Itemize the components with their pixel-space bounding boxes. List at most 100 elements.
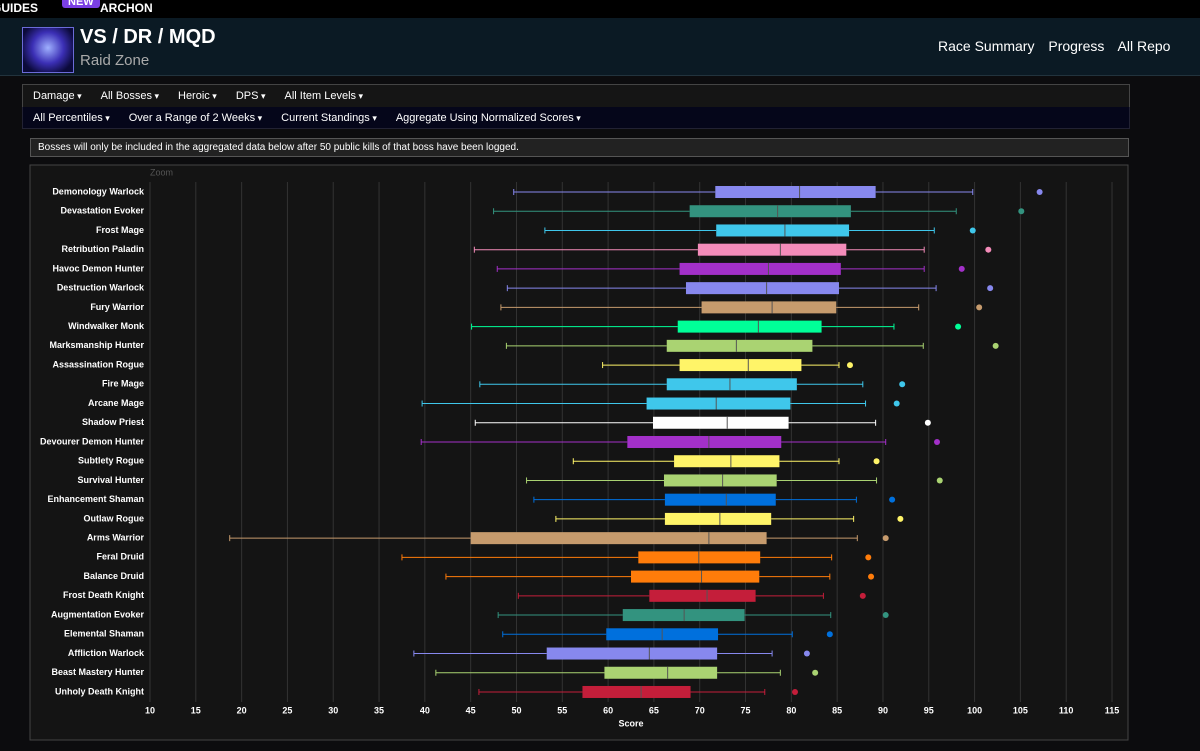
box bbox=[674, 455, 780, 468]
x-tick-label: 35 bbox=[374, 705, 384, 715]
box bbox=[631, 570, 760, 583]
box bbox=[604, 666, 718, 679]
x-tick-label: 110 bbox=[1059, 705, 1074, 715]
filter-row: All Percentiles Over a Range of 2 Weeks … bbox=[22, 107, 1130, 129]
outlier bbox=[899, 381, 906, 388]
box bbox=[666, 339, 813, 352]
category-label: Feral Druid bbox=[96, 552, 144, 562]
category-label: Demonology Warlock bbox=[52, 186, 145, 196]
category-label: Frost Death Knight bbox=[63, 590, 144, 600]
outlier bbox=[934, 438, 941, 445]
x-tick-label: 80 bbox=[786, 705, 796, 715]
outlier bbox=[897, 515, 904, 522]
zone-title: VS / DR / MQD bbox=[80, 26, 216, 48]
outlier bbox=[936, 477, 943, 484]
x-tick-label: 70 bbox=[695, 705, 705, 715]
zone-icon bbox=[22, 27, 74, 73]
category-label: Devourer Demon Hunter bbox=[40, 436, 145, 446]
filter[interactable]: All Percentiles bbox=[33, 112, 110, 124]
x-tick-label: 100 bbox=[967, 705, 982, 715]
category-label: Retribution Paladin bbox=[61, 244, 144, 254]
category-label: Frost Mage bbox=[96, 225, 144, 235]
box bbox=[663, 474, 777, 487]
outlier bbox=[868, 573, 875, 580]
outlier bbox=[792, 688, 799, 695]
filter[interactable]: Aggregate Using Normalized Scores bbox=[396, 112, 581, 124]
outlier bbox=[969, 227, 976, 234]
outlier bbox=[976, 304, 983, 311]
filter[interactable]: Heroic bbox=[178, 90, 217, 102]
category-label: Devastation Evoker bbox=[60, 206, 144, 216]
box bbox=[677, 320, 822, 333]
x-axis-label: Score bbox=[618, 718, 643, 728]
x-tick-label: 20 bbox=[237, 705, 247, 715]
x-tick-label: 10 bbox=[145, 705, 155, 715]
header-links: Race Summary Progress All Repo bbox=[938, 38, 1180, 54]
zoom-label: Zoom bbox=[150, 167, 173, 177]
box bbox=[685, 282, 839, 295]
x-tick-label: 60 bbox=[603, 705, 613, 715]
x-tick-label: 25 bbox=[282, 705, 292, 715]
race-summary-link[interactable]: Race Summary bbox=[938, 38, 1035, 54]
zone-subtitle: Raid Zone bbox=[80, 52, 150, 69]
outlier bbox=[889, 496, 896, 503]
category-label: Destruction Warlock bbox=[57, 283, 145, 293]
all-reports-link[interactable]: All Repo bbox=[1117, 38, 1171, 54]
x-tick-label: 40 bbox=[420, 705, 430, 715]
outlier bbox=[924, 419, 931, 426]
box bbox=[664, 512, 772, 525]
nav-guides[interactable]: GUIDES bbox=[0, 1, 39, 15]
new-badge: NEW bbox=[62, 0, 100, 8]
category-label: Fury Warrior bbox=[90, 302, 144, 312]
box bbox=[716, 224, 850, 237]
category-label: Outlaw Rogue bbox=[84, 513, 145, 523]
filter[interactable]: Over a Range of 2 Weeks bbox=[129, 112, 262, 124]
x-tick-label: 95 bbox=[924, 705, 934, 715]
filter[interactable]: All Item Levels bbox=[284, 90, 363, 102]
nav-archon[interactable]: ARCHON bbox=[100, 1, 153, 15]
x-tick-label: 55 bbox=[557, 705, 567, 715]
box bbox=[701, 301, 837, 314]
x-tick-label: 90 bbox=[878, 705, 888, 715]
filter[interactable]: Current Standings bbox=[281, 112, 377, 124]
category-label: Elemental Shaman bbox=[64, 629, 144, 639]
outlier bbox=[882, 535, 889, 542]
box bbox=[627, 435, 782, 448]
outlier bbox=[1036, 189, 1043, 195]
box bbox=[697, 243, 847, 256]
box bbox=[646, 397, 791, 410]
header: VS / DR / MQD Raid Zone Race Summary Pro… bbox=[0, 18, 1200, 76]
outlier bbox=[865, 554, 872, 561]
chart-panel bbox=[29, 164, 1129, 741]
category-label: Havoc Demon Hunter bbox=[52, 263, 144, 273]
category-label: Unholy Death Knight bbox=[55, 686, 144, 696]
category-label: Shadow Priest bbox=[82, 417, 144, 427]
outlier bbox=[812, 669, 819, 676]
outlier bbox=[987, 285, 994, 292]
outlier bbox=[1018, 208, 1025, 215]
progress-link[interactable]: Progress bbox=[1048, 38, 1105, 54]
outlier bbox=[958, 265, 965, 272]
notice: Bosses will only be included in the aggr… bbox=[30, 138, 1129, 157]
filter-row: Damage All Bosses Heroic DPS All Item Le… bbox=[22, 84, 1130, 108]
outlier bbox=[873, 458, 880, 465]
box bbox=[715, 186, 876, 198]
x-tick-label: 45 bbox=[466, 705, 476, 715]
outlier bbox=[882, 612, 889, 619]
x-tick-label: 105 bbox=[1013, 705, 1028, 715]
filter[interactable]: Damage bbox=[33, 90, 82, 102]
outlier bbox=[955, 323, 962, 330]
x-tick-label: 75 bbox=[741, 705, 751, 715]
box bbox=[470, 532, 767, 545]
category-label: Augmentation Evoker bbox=[51, 609, 145, 619]
box bbox=[679, 262, 841, 275]
x-tick-label: 50 bbox=[511, 705, 521, 715]
category-label: Subtlety Rogue bbox=[78, 456, 144, 466]
x-tick-label: 85 bbox=[832, 705, 842, 715]
x-tick-label: 15 bbox=[191, 705, 201, 715]
outlier bbox=[893, 400, 900, 407]
filter[interactable]: All Bosses bbox=[101, 90, 159, 102]
filter[interactable]: DPS bbox=[236, 90, 266, 102]
box bbox=[666, 378, 797, 391]
x-tick-label: 65 bbox=[649, 705, 659, 715]
